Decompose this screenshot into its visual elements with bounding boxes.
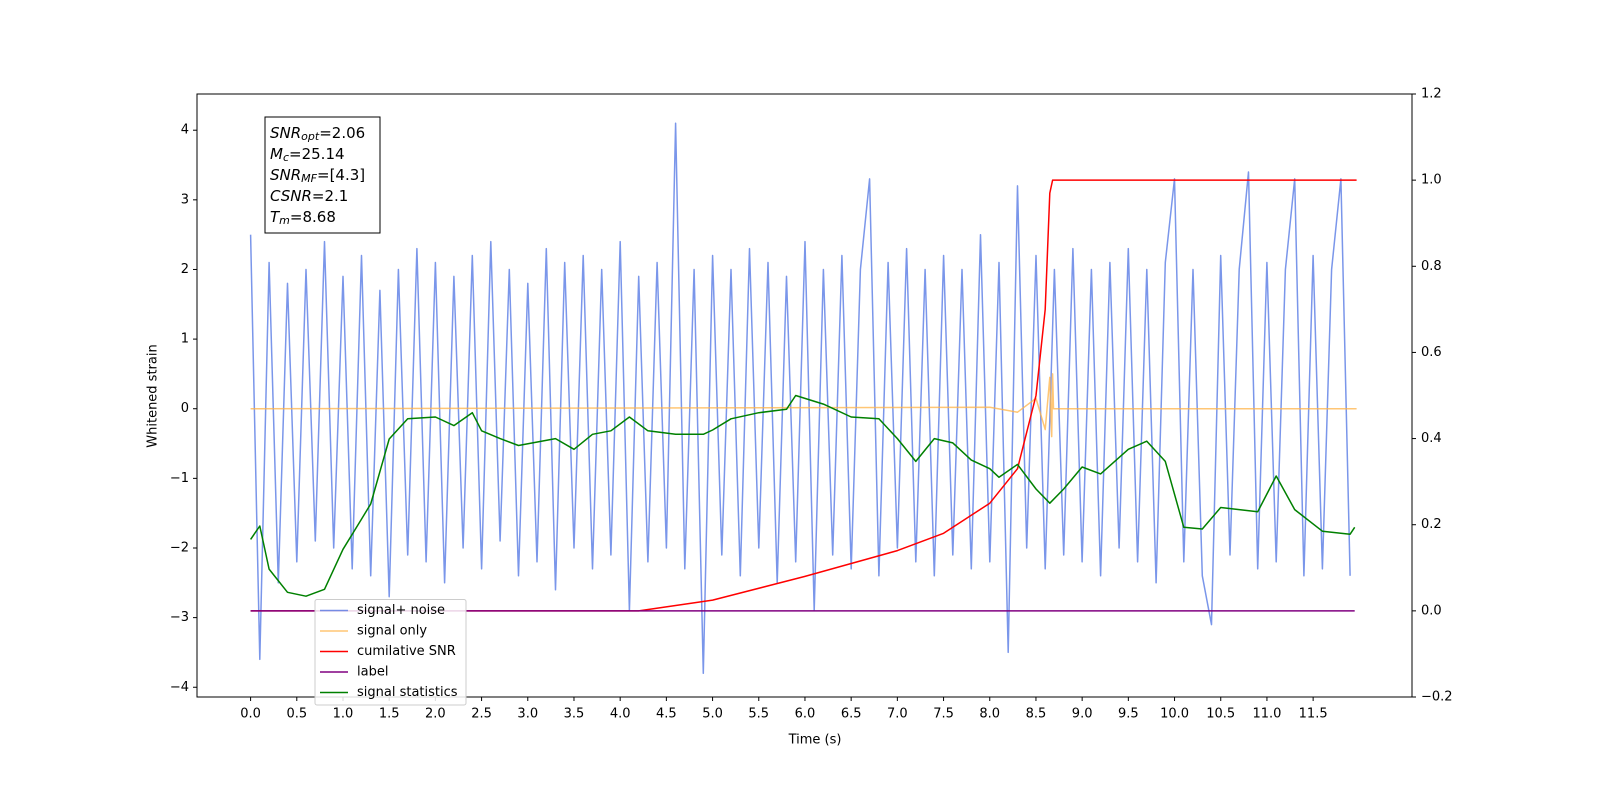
- annotation: Tm=8.68: [270, 208, 336, 228]
- y2-tick-label: 1.0: [1421, 173, 1442, 188]
- series-line: [249, 122, 1351, 675]
- y-tick-label: 0: [181, 401, 189, 416]
- x-tick-label: 10.5: [1206, 707, 1235, 722]
- x-tick-label: 5.5: [748, 707, 769, 722]
- y-tick-label: 4: [181, 123, 189, 138]
- y2-tick-label: 0.2: [1421, 517, 1442, 532]
- annotation-main: SNR: [270, 166, 301, 184]
- annotation-text: =2.1: [312, 187, 348, 205]
- annotation-main: CSNR: [270, 187, 312, 205]
- x-tick-label: 4.0: [610, 707, 631, 722]
- annotation-main: M: [270, 145, 283, 163]
- y-tick-label: 2: [181, 262, 189, 277]
- x-tick-label: 11.5: [1299, 707, 1328, 722]
- y-tick-label: 1: [181, 332, 189, 347]
- legend-label: cumilative SNR: [357, 644, 456, 659]
- annotation-box: [264, 116, 381, 234]
- x-tick-label: 4.5: [656, 707, 677, 722]
- series-line: [249, 394, 1356, 597]
- y-tick-label: 3: [181, 192, 189, 207]
- y-tick-label: −4: [170, 680, 189, 695]
- x-tick-label: 8.0: [979, 707, 1000, 722]
- y2-tick-label: 0.4: [1421, 431, 1442, 446]
- x-tick-label: 11.0: [1252, 707, 1281, 722]
- x-tick-label: 9.0: [1072, 707, 1093, 722]
- x-tick-label: 2.5: [471, 707, 492, 722]
- legend-label: label: [357, 665, 388, 680]
- annotation: CSNR=2.1: [270, 187, 348, 205]
- x-tick-label: 10.0: [1160, 707, 1189, 722]
- y2-tick-label: 0.8: [1421, 259, 1442, 274]
- x-tick-label: 7.5: [933, 707, 954, 722]
- annotation-text: =2.06: [319, 124, 365, 142]
- legend-box: [314, 599, 467, 706]
- x-tick-label: 2.0: [425, 707, 446, 722]
- x-tick-label: 6.5: [841, 707, 862, 722]
- annotation-main: T: [270, 208, 281, 226]
- annotation-text: =8.68: [290, 208, 336, 226]
- series-line: [250, 179, 1357, 612]
- annotation-text: =[4.3]: [317, 166, 365, 184]
- annotation-sub: opt: [301, 130, 320, 143]
- series-line: [250, 373, 1357, 438]
- x-tick-label: 3.0: [517, 707, 538, 722]
- x-tick-label: 0.5: [286, 707, 307, 722]
- annotation: SNRopt=2.06: [270, 124, 365, 144]
- annotation-text: =25.14: [289, 145, 345, 163]
- annotation-main: SNR: [270, 124, 301, 142]
- x-tick-label: 1.5: [379, 707, 400, 722]
- legend-label: signal statistics: [357, 685, 458, 700]
- x-tick-label: 0.0: [240, 707, 261, 722]
- plot-area: [249, 122, 1357, 675]
- x-axis-label: Time (s): [788, 733, 842, 748]
- y2-tick-label: 1.2: [1421, 87, 1442, 102]
- annotation-sub: MF: [301, 172, 317, 185]
- y-axis-label: Whitened strain: [146, 344, 161, 447]
- y-tick-label: −1: [170, 471, 189, 486]
- annotation: Mc=25.14: [270, 145, 345, 165]
- y2-tick-label: 0.0: [1421, 603, 1442, 618]
- x-tick-label: 5.0: [702, 707, 723, 722]
- x-tick-label: 8.5: [1026, 707, 1047, 722]
- x-tick-label: 6.0: [795, 707, 816, 722]
- legend-label: signal+ noise: [357, 603, 445, 618]
- annotation-sub: m: [279, 214, 290, 227]
- y-tick-label: −3: [170, 610, 189, 625]
- x-tick-label: 1.0: [333, 707, 354, 722]
- annotation: SNRMF=[4.3]: [270, 166, 365, 186]
- y2-tick-label: 0.6: [1421, 345, 1442, 360]
- x-tick-label: 3.5: [564, 707, 585, 722]
- legend-label: signal only: [357, 624, 427, 639]
- y2-tick-label: −0.2: [1421, 690, 1453, 705]
- x-tick-label: 7.0: [887, 707, 908, 722]
- y-tick-label: −2: [170, 540, 189, 555]
- annotation-sub: c: [283, 151, 289, 164]
- x-tick-label: 9.5: [1118, 707, 1139, 722]
